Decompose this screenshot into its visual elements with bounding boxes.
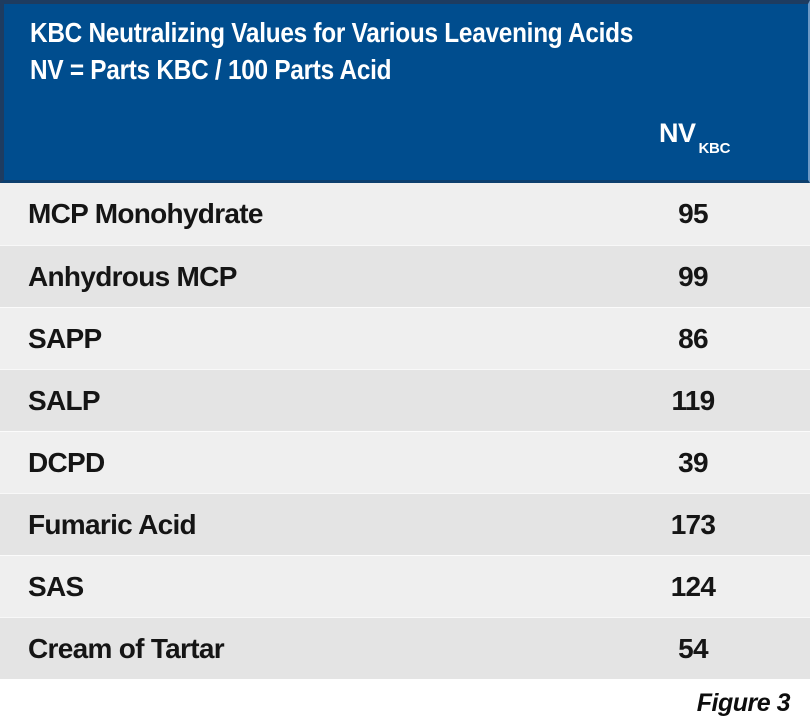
nv-value: 119	[671, 385, 715, 416]
acid-name: MCP Monohydrate	[28, 198, 263, 229]
acid-name: SAS	[28, 570, 84, 602]
acid-name: DCPD	[28, 446, 105, 478]
figure-caption: Figure 3	[696, 689, 791, 717]
acid-name: Anhydrous MCP	[28, 260, 237, 292]
nv-value: 99	[678, 261, 708, 292]
column-header-base: NV	[659, 118, 696, 148]
table-title-header: KBC Neutralizing Values for Various Leav…	[0, 0, 810, 183]
table-subtitle: NV = Parts KBC / 100 Parts Acid	[30, 54, 392, 85]
table-body: MCP Monohydrate 95 Anhydrous MCP 99 SAPP…	[0, 183, 810, 679]
column-header-subscript: KBC	[698, 140, 731, 157]
nv-value: 124	[670, 571, 716, 602]
nv-value: 39	[678, 447, 708, 478]
acid-name: Fumaric Acid	[28, 508, 197, 540]
table-title: KBC Neutralizing Values for Various Leav…	[30, 17, 634, 48]
acid-name: SALP	[28, 384, 101, 416]
table-row: SAPP 86	[0, 307, 810, 369]
title-block: KBC Neutralizing Values for Various Leav…	[30, 14, 633, 88]
nv-value: 54	[678, 633, 708, 664]
acid-name: Cream of Tartar	[28, 632, 225, 664]
column-header-nv-kbc: NVKBC	[659, 118, 730, 157]
table-row: Anhydrous MCP 99	[0, 245, 810, 307]
table-row: SALP 119	[0, 369, 810, 431]
table-row: Cream of Tartar 54	[0, 617, 810, 679]
nv-value: 95	[678, 198, 708, 229]
table-row: MCP Monohydrate 95	[0, 183, 810, 245]
nv-value: 86	[678, 323, 708, 354]
acid-name: SAPP	[28, 322, 102, 354]
table-row: SAS 124	[0, 555, 810, 617]
table-row: Fumaric Acid 173	[0, 493, 810, 555]
nv-value: 173	[670, 509, 716, 540]
table-row: DCPD 39	[0, 431, 810, 493]
